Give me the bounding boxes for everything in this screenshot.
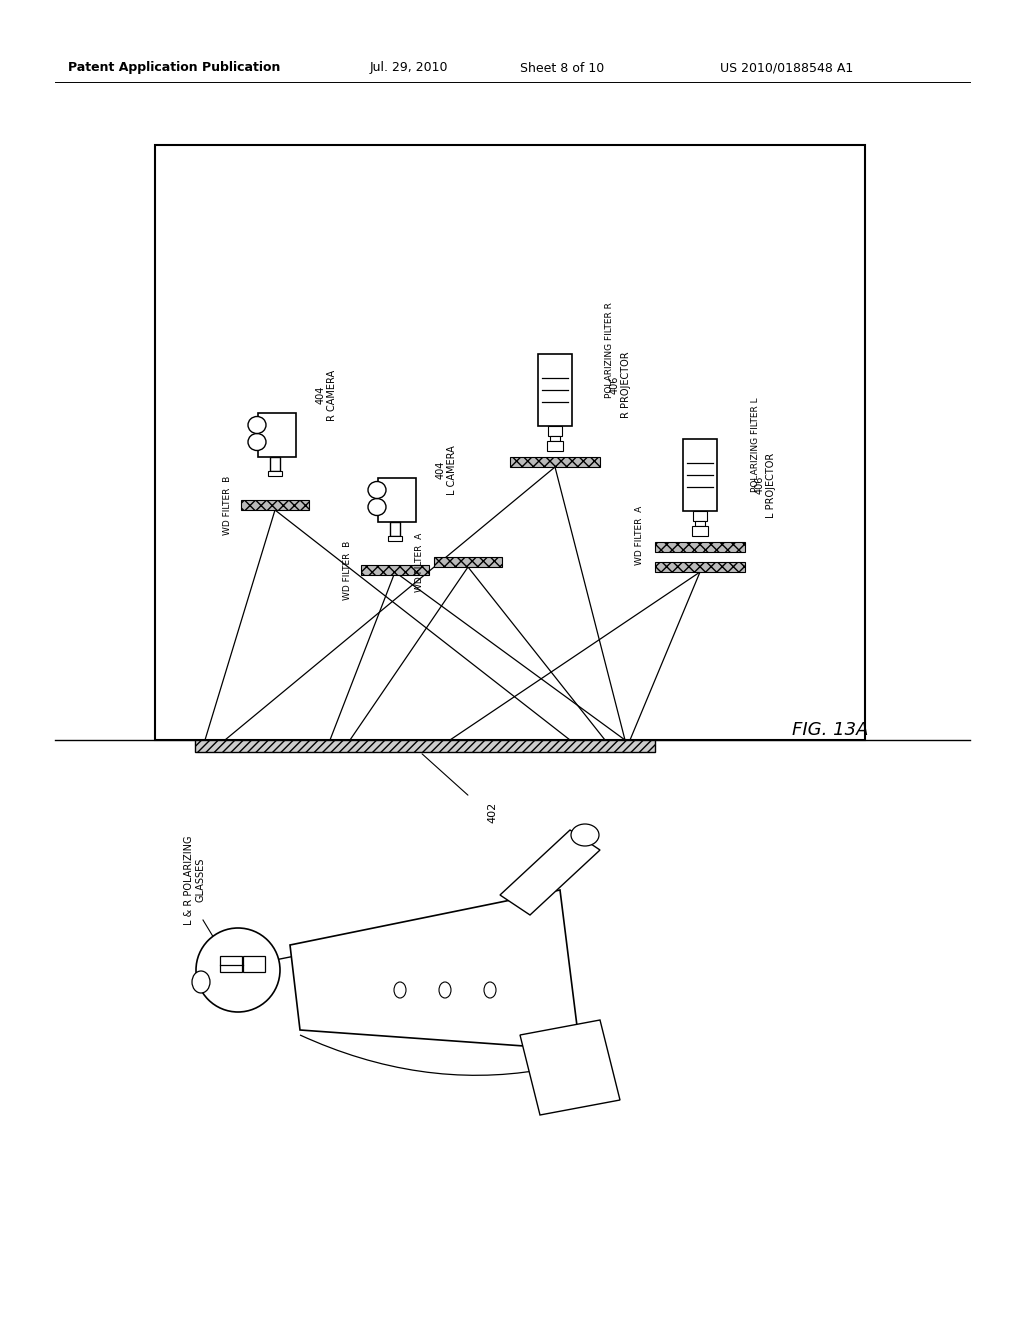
- Text: FIG. 13A: FIG. 13A: [792, 721, 868, 739]
- Bar: [390, 521, 400, 536]
- Ellipse shape: [368, 482, 386, 499]
- Polygon shape: [520, 1020, 620, 1115]
- Text: Patent Application Publication: Patent Application Publication: [68, 62, 281, 74]
- Ellipse shape: [196, 928, 280, 1012]
- Bar: [692, 525, 708, 536]
- Bar: [155, 145, 865, 741]
- Ellipse shape: [484, 982, 496, 998]
- Text: POLARIZING FILTER L: POLARIZING FILTER L: [751, 397, 760, 492]
- Bar: [388, 536, 402, 541]
- Text: WD FILTER  B: WD FILTER B: [222, 475, 231, 535]
- Bar: [547, 441, 563, 451]
- Ellipse shape: [439, 982, 451, 998]
- Bar: [655, 562, 745, 572]
- Bar: [510, 457, 600, 467]
- Bar: [695, 521, 705, 525]
- Bar: [195, 741, 655, 752]
- Bar: [693, 511, 707, 521]
- Ellipse shape: [571, 824, 599, 846]
- Bar: [683, 440, 717, 511]
- Bar: [268, 471, 282, 477]
- Text: L & R POLARIZING
GLASSES: L & R POLARIZING GLASSES: [184, 836, 206, 925]
- Bar: [550, 436, 560, 441]
- Ellipse shape: [394, 982, 406, 998]
- Text: WD FILTER  A: WD FILTER A: [636, 506, 644, 565]
- Bar: [243, 956, 265, 972]
- Bar: [378, 478, 416, 521]
- Bar: [655, 543, 745, 552]
- Text: 406
R PROJECTOR: 406 R PROJECTOR: [609, 351, 631, 418]
- Text: 404
R CAMERA: 404 R CAMERA: [315, 370, 337, 421]
- Text: 406
L PROJECTOR: 406 L PROJECTOR: [755, 453, 776, 517]
- Text: Jul. 29, 2010: Jul. 29, 2010: [370, 62, 449, 74]
- Text: US 2010/0188548 A1: US 2010/0188548 A1: [720, 62, 853, 74]
- Ellipse shape: [368, 499, 386, 516]
- Ellipse shape: [248, 417, 266, 433]
- Polygon shape: [500, 830, 600, 915]
- Text: WD FILTER  B: WD FILTER B: [342, 540, 351, 599]
- Ellipse shape: [193, 972, 210, 993]
- Bar: [241, 500, 309, 510]
- Text: WD FILTER  A: WD FILTER A: [416, 532, 425, 591]
- Bar: [270, 457, 280, 471]
- Text: 404
L CAMERA: 404 L CAMERA: [435, 445, 457, 495]
- Bar: [538, 354, 572, 426]
- Bar: [434, 557, 502, 568]
- Polygon shape: [290, 890, 580, 1049]
- Bar: [548, 426, 562, 436]
- Bar: [220, 956, 242, 972]
- Text: Sheet 8 of 10: Sheet 8 of 10: [520, 62, 604, 74]
- Text: POLARIZING FILTER R: POLARIZING FILTER R: [605, 302, 614, 397]
- Ellipse shape: [248, 433, 266, 450]
- Bar: [258, 413, 296, 457]
- Bar: [361, 565, 429, 576]
- Text: 402: 402: [487, 801, 497, 822]
